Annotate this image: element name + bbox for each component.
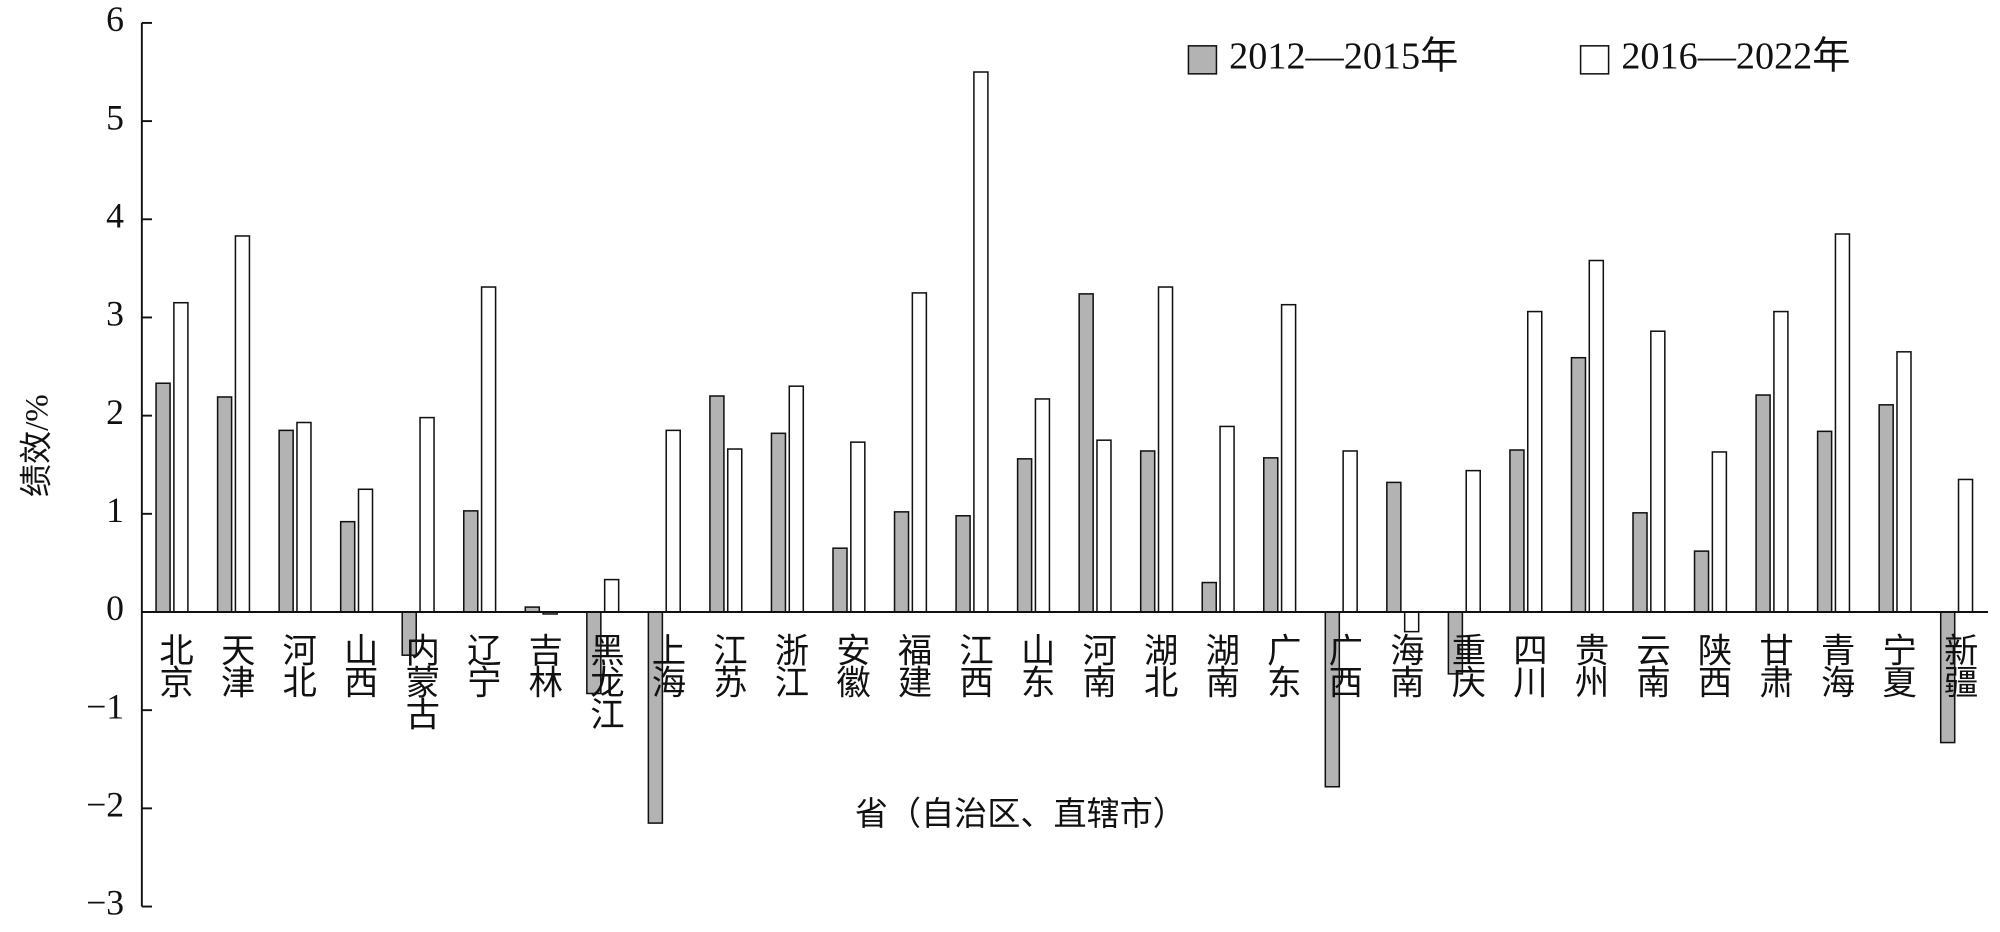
bar (1201, 581, 1217, 613)
bar (911, 292, 928, 613)
legend-label: 2012—2015年 (1229, 35, 1458, 78)
x-tick-label: 广东 (1261, 632, 1300, 697)
x-tick-label: 广西 (1323, 632, 1362, 698)
x-tick-label: 河南 (1077, 632, 1116, 697)
bar (173, 301, 189, 613)
bar (893, 511, 910, 613)
bar (1342, 450, 1358, 613)
y-tick-label: −1 (86, 686, 124, 726)
y-tick-label: 3 (106, 294, 124, 334)
bar (1386, 481, 1402, 613)
x-tick-label: 山东 (1015, 632, 1053, 697)
bar (1896, 351, 1912, 613)
x-tick-label: 浙江 (769, 632, 808, 697)
x-tick-label: 江苏 (707, 632, 746, 698)
bar (1078, 293, 1094, 613)
bar (1650, 330, 1666, 613)
bar (770, 432, 787, 613)
bar (603, 578, 620, 613)
bar (1465, 469, 1481, 613)
bar (155, 382, 171, 613)
x-tick-label: 山西 (338, 632, 376, 698)
bar (955, 515, 971, 613)
x-tick-label: 云南 (1631, 632, 1670, 697)
bar (296, 421, 312, 613)
x-tick-label: 辽宁 (461, 632, 500, 697)
x-tick-label: 湖南 (1200, 632, 1239, 697)
x-tick-label: 上海 (646, 632, 685, 698)
legend-swatch (1579, 45, 1610, 75)
bar (1711, 451, 1728, 613)
bar (832, 547, 848, 613)
x-tick-label: 福建 (892, 632, 932, 698)
bar (1632, 512, 1648, 613)
bar (1034, 398, 1051, 613)
bar (1526, 310, 1543, 613)
x-tick-label: 天津 (215, 632, 254, 698)
bar (278, 429, 294, 613)
bar (357, 488, 374, 613)
bar (1263, 457, 1279, 613)
bar (1834, 233, 1851, 613)
bar (1588, 259, 1605, 613)
x-tick-label: 河北 (277, 632, 316, 697)
x-tick-label: 海南 (1384, 632, 1423, 697)
bar (1096, 439, 1112, 613)
bar (1755, 394, 1771, 613)
bar (1157, 286, 1174, 613)
bar (1403, 611, 1420, 633)
bar (665, 429, 681, 613)
y-tick-label: −3 (86, 883, 124, 923)
bar (339, 520, 356, 613)
bar (1016, 458, 1033, 613)
x-tick-label: 江西 (954, 632, 993, 698)
x-tick-label: 甘肃 (1754, 632, 1793, 698)
bar (788, 385, 805, 613)
x-tick-label: 宁夏 (1877, 632, 1916, 697)
y-tick-label: 0 (106, 588, 124, 628)
x-tick-label: 四川 (1507, 632, 1547, 698)
x-tick-label: 黑龙江 (584, 632, 623, 729)
bar (1509, 449, 1525, 613)
y-tick-label: −2 (86, 785, 124, 825)
x-tick-label: 内蒙古 (400, 632, 439, 730)
y-tick-label: 6 (106, 0, 124, 39)
y-tick-label: 4 (106, 195, 124, 235)
x-tick-label: 湖北 (1138, 632, 1177, 697)
bar (234, 235, 251, 613)
bar (1219, 425, 1235, 613)
bar (1773, 310, 1789, 613)
x-axis-title: 省（自治区、直辖市） (855, 796, 1186, 833)
bar (726, 448, 743, 613)
bar (462, 510, 479, 613)
bar (1957, 478, 1974, 613)
bar (216, 396, 233, 613)
bar (1693, 550, 1710, 613)
x-tick-label: 贵州 (1569, 632, 1609, 697)
x-tick-label: 青海 (1815, 632, 1854, 698)
x-tick-label: 新疆 (1938, 632, 1977, 698)
x-tick-label: 安徽 (831, 632, 871, 698)
bar (1878, 404, 1894, 613)
x-tick-label: 重庆 (1446, 632, 1486, 698)
legend-swatch (1187, 45, 1218, 75)
bar (973, 71, 989, 613)
bar (1816, 430, 1833, 613)
bar (709, 395, 725, 613)
legend-label: 2016—2022年 (1621, 35, 1850, 78)
x-tick-label: 陕西 (1692, 632, 1730, 698)
bar (1139, 450, 1156, 613)
x-tick-label: 北京 (154, 632, 193, 698)
bar (480, 286, 497, 613)
bar (1280, 303, 1297, 613)
x-tick-label: 吉林 (523, 632, 563, 698)
bar (850, 441, 866, 613)
y-tick-label: 2 (106, 392, 124, 432)
bar (1570, 356, 1587, 613)
y-tick-label: 5 (106, 97, 124, 137)
y-tick-label: 1 (106, 490, 124, 530)
y-axis-title: 绩效/% (19, 394, 56, 497)
bar (419, 416, 435, 613)
